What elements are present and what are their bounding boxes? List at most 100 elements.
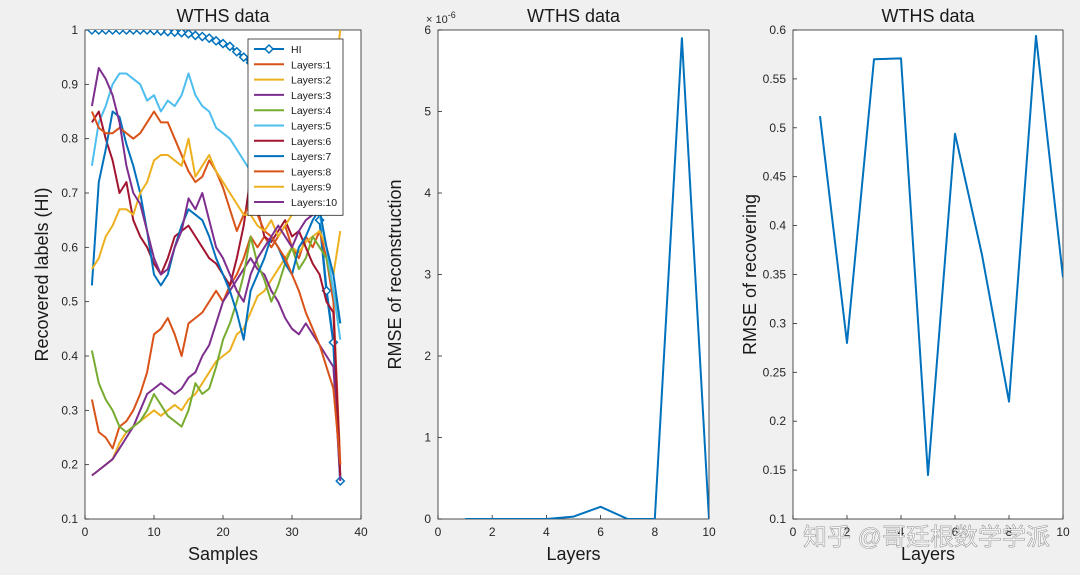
series-line-1 xyxy=(819,34,1063,476)
x-tick-label: 6 xyxy=(952,525,959,539)
x-tick-label: 4 xyxy=(543,525,550,539)
series-lines xyxy=(465,37,709,519)
y-tick-label: 4 xyxy=(424,186,431,200)
y-tick-label: 0.6 xyxy=(61,240,78,254)
chart-title-recovering: WTHS data xyxy=(881,6,975,26)
legend-entry-label: Layers:6 xyxy=(291,136,331,148)
y-axis-label-rmse-reconstruction: RMSE of reconstruction xyxy=(385,179,405,369)
x-tick-label: 40 xyxy=(354,525,368,539)
y-tick-label: 0.8 xyxy=(61,132,78,146)
hi-marker-point xyxy=(204,33,215,44)
chart-rmse-reconstruction: 0 2 4 6 8 10 0 1 2 3 4 5 6 WTHS data Layers RMSE of … xyxy=(385,6,716,564)
hi-marker-point xyxy=(155,30,166,37)
hi-marker-point xyxy=(176,30,187,38)
y-tick-label: 0.55 xyxy=(763,72,787,86)
x-tick-label: 8 xyxy=(651,525,658,539)
x-axis-label-layers: Layers xyxy=(546,544,600,564)
legend-entry-label: Layers:4 xyxy=(291,105,331,117)
legend-entry-label: Layers:1 xyxy=(291,59,331,71)
hi-marker-point xyxy=(238,52,249,63)
hi-marker-point xyxy=(135,30,146,36)
plot-area-recovering xyxy=(792,29,1064,520)
hi-marker-point xyxy=(100,30,111,36)
legend-entry-label: HI xyxy=(291,44,302,56)
x-tick-label: 2 xyxy=(844,525,851,539)
y-tick-label: 0.2 xyxy=(61,458,78,472)
hi-marker-point xyxy=(93,30,104,36)
x-axis-label-samples: Samples xyxy=(188,544,258,564)
y-tick-label: 6 xyxy=(424,23,431,37)
y-tick-label: 0.15 xyxy=(763,463,787,477)
y-tick-label: 1 xyxy=(424,431,431,445)
hi-marker-point xyxy=(190,30,201,41)
y-tick-label: 0 xyxy=(424,512,431,526)
y-tick-label: 0.4 xyxy=(769,219,786,233)
hi-marker-point xyxy=(128,30,139,36)
y-tick-label: 5 xyxy=(424,105,431,119)
legend: HI Layers:1 Layers:2 Layers:3 Layers:4 Layers… xyxy=(247,38,344,216)
x-axis-label-layers: Layers xyxy=(901,544,955,564)
y-axis-label-rmse-recovering: RMSE of recovering xyxy=(740,194,760,355)
y-tick-label: 0.9 xyxy=(61,77,78,91)
x-tick-label: 10 xyxy=(702,525,716,539)
x-tick-label: 20 xyxy=(216,525,230,539)
exponent-base: × 10 xyxy=(426,14,448,26)
y-tick-label: 0.1 xyxy=(769,512,786,526)
axis-ticks-reconstruction: 0 2 4 6 8 10 0 1 2 3 4 5 6 xyxy=(424,23,716,539)
y-tick-label: 2 xyxy=(424,349,431,363)
series-line-11 xyxy=(90,67,341,303)
chart-title-samples: WTHS data xyxy=(176,6,270,26)
y-tick-label: 0.5 xyxy=(61,295,78,309)
x-tick-label: 2 xyxy=(489,525,496,539)
axis-ticks-recovering: 0 2 4 6 8 10 0.1 0.15 0.2 0.25 0.3 0.35 0.4 0.45 0.5 0.… xyxy=(763,23,1070,539)
series-group-reconstruction xyxy=(465,37,709,519)
y-tick-label: 0.5 xyxy=(769,121,786,135)
legend-entry-label: Layers:9 xyxy=(291,182,331,194)
watermark-text: 知乎 @哥廷根数学学派 xyxy=(803,524,1050,551)
plot-area-reconstruction xyxy=(437,29,710,520)
y-tick-label: 0.35 xyxy=(763,268,787,282)
chart-rmse-recovering: 0 2 4 6 8 10 0.1 0.15 0.2 0.25 0.3 0.35 0.4 0.45 0.5 0.… xyxy=(740,6,1070,564)
hi-marker-point xyxy=(169,30,180,38)
hi-marker-point xyxy=(86,30,97,36)
y-axis-exponent-label: × 10-6 xyxy=(426,10,456,26)
y-tick-label: 1 xyxy=(71,23,78,37)
hi-marker-point xyxy=(121,30,132,36)
series-line-2 xyxy=(90,224,342,465)
hi-marker-point xyxy=(211,35,222,46)
hi-marker-point xyxy=(231,46,242,57)
legend-entry-label: Layers:5 xyxy=(291,121,331,133)
chart-title-reconstruction: WTHS data xyxy=(527,6,621,26)
hi-marker-point xyxy=(197,31,208,42)
x-tick-label: 30 xyxy=(285,525,299,539)
series-line-5 xyxy=(90,235,342,434)
y-tick-label: 0.1 xyxy=(61,512,78,526)
legend-entry-label: Layers:7 xyxy=(291,151,331,163)
x-tick-label: 10 xyxy=(1056,525,1070,539)
y-tick-label: 0.6 xyxy=(769,23,786,37)
axis-ticks-samples: 0 10 20 30 40 0.1 0.2 0.3 0.4 0.5 0.6 0.7 0.8 0.9 1 xyxy=(61,23,368,539)
x-tick-label: 4 xyxy=(898,525,905,539)
y-tick-label: 0.45 xyxy=(763,170,787,184)
y-tick-label: 0.3 xyxy=(769,316,786,330)
chart-samples-hi: 0 10 20 30 40 0.1 0.2 0.3 0.4 0.5 0.6 0.7 0.8 0.9 1 WT… xyxy=(32,6,368,564)
hi-marker-point xyxy=(114,30,125,36)
hi-marker-point xyxy=(107,30,118,36)
x-tick-label: 10 xyxy=(147,525,161,539)
y-axis-label-recovered-labels: Recovered labels (HI) xyxy=(32,187,52,361)
x-tick-label: 6 xyxy=(597,525,604,539)
x-tick-label: 0 xyxy=(82,525,89,539)
exponent-power: -6 xyxy=(448,10,456,20)
y-tick-label: 0.7 xyxy=(61,186,78,200)
y-tick-label: 0.3 xyxy=(61,403,78,417)
legend-entry-label: Layers:3 xyxy=(291,90,331,102)
x-tick-label: 0 xyxy=(435,525,442,539)
legend-entry-label: Layers:2 xyxy=(291,75,331,87)
hi-marker-point xyxy=(217,38,229,49)
y-tick-label: 0.4 xyxy=(61,349,78,363)
series-line-8 xyxy=(90,110,342,341)
y-tick-label: 0.2 xyxy=(769,414,786,428)
legend-marker xyxy=(263,43,275,55)
series-group-recovering xyxy=(819,34,1063,476)
hi-marker-point xyxy=(142,30,153,36)
